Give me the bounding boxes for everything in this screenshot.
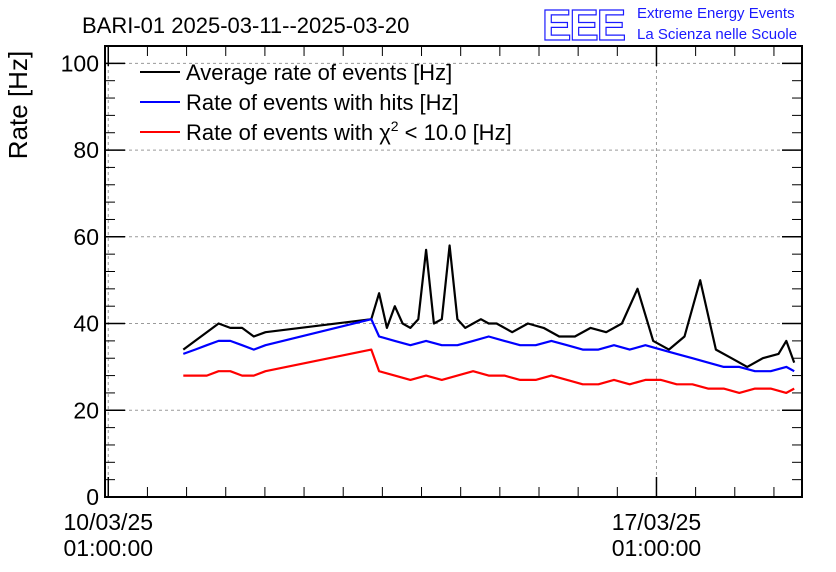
series-line: [183, 348, 795, 394]
legend-label: Average rate of events [Hz]: [186, 60, 452, 85]
y-tick-label: 80: [73, 137, 99, 163]
logo-line-2: La Scienza nelle Scuole: [637, 26, 797, 43]
tick-labels: 02040608010010/03/2501:00:0017/03/2501:0…: [61, 50, 702, 561]
y-tick-label: 100: [61, 50, 99, 76]
x-tick-time: 01:00:00: [64, 535, 154, 561]
y-tick-label: 40: [73, 311, 99, 337]
series-line: [182, 318, 795, 373]
y-tick-label: 0: [86, 484, 99, 510]
y-axis-label: Rate [Hz]: [3, 51, 33, 159]
y-tick-label: 60: [73, 224, 99, 250]
eee-logo: EEE Extreme Energy Events La Scienza nel…: [541, 0, 797, 50]
legend-label-superscript: 2: [391, 118, 399, 134]
y-tick-label: 20: [73, 397, 99, 423]
legend-label-suffix: < 10.0 [Hz]: [399, 120, 512, 145]
x-tick-date: 10/03/25: [64, 509, 154, 535]
x-tick-time: 01:00:00: [612, 535, 702, 561]
legend-label: Rate of events with hits [Hz]: [186, 90, 459, 115]
logo-line-1: Extreme Energy Events: [637, 5, 795, 22]
legend-label-prefix: Rate of events with χ: [186, 120, 391, 145]
eee-logo-mark: EEE: [542, 1, 625, 50]
chart-title: BARI-01 2025-03-11--2025-03-20: [82, 13, 409, 38]
legend: Average rate of events [Hz] Rate of event…: [140, 60, 512, 145]
series-line: [182, 244, 796, 368]
axis-ticks: [105, 45, 802, 498]
x-tick-date: 17/03/25: [612, 509, 702, 535]
series-layer: [182, 244, 796, 394]
legend-label: Rate of events with χ2 < 10.0 [Hz]: [186, 118, 512, 145]
